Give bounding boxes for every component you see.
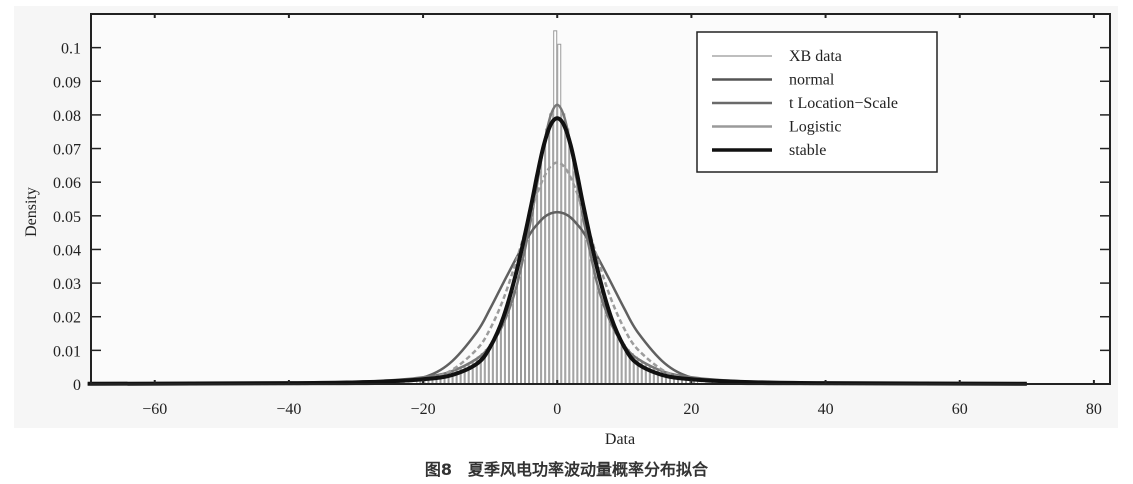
y-tick-label: 0.05	[53, 209, 81, 226]
legend-label: XB data	[789, 48, 842, 65]
histogram-bar	[537, 171, 542, 385]
legend-label: normal	[789, 72, 835, 89]
histogram-bar	[585, 239, 590, 385]
legend-label: stable	[789, 142, 826, 159]
fit-curves	[87, 103, 1027, 386]
y-tick-label: 0.09	[53, 74, 81, 91]
histogram-bar	[593, 276, 598, 385]
figure-caption: 图8 夏季风电功率波动量概率分布拟合	[424, 460, 709, 479]
y-tick-label: 0.03	[53, 276, 81, 293]
y-tick-label: 0.1	[61, 41, 81, 58]
histogram-bar	[557, 43, 562, 385]
legend-item: Logistic	[712, 119, 841, 136]
histogram-bar	[512, 291, 517, 385]
curve-t-location-scale	[87, 103, 1027, 386]
histogram-bar	[525, 239, 530, 385]
legend-label: Logistic	[789, 119, 841, 136]
y-tick-label: 0.07	[53, 142, 81, 159]
y-tick-label: 0.08	[53, 108, 81, 125]
legend-item: t Location−Scale	[712, 95, 898, 112]
curve-stable	[87, 116, 1027, 386]
x-tick-label: −60	[142, 401, 167, 418]
axes-frame	[90, 13, 1111, 385]
x-tick-label: −40	[276, 401, 301, 418]
histogram-bar	[521, 259, 526, 385]
histogram-bar	[561, 113, 566, 385]
histogram-bar	[597, 291, 602, 385]
x-tick-label: 20	[683, 401, 699, 418]
histogram-bar	[609, 323, 614, 385]
y-axis-label: Density	[23, 187, 40, 237]
histogram-bar	[573, 171, 578, 385]
x-axis-label: Data	[605, 431, 635, 448]
histogram-bar	[613, 332, 618, 385]
histogram-bar	[508, 304, 513, 385]
histogram-bar	[492, 338, 497, 385]
histogram-bar	[549, 113, 554, 385]
histogram-bar	[601, 304, 606, 385]
x-tick-label: −20	[411, 401, 436, 418]
histogram-bar	[516, 276, 522, 385]
legend: XB data normal t Location−Scale Logistic sta…	[696, 31, 938, 173]
legend-label: t Location−Scale	[789, 95, 898, 112]
histogram-bar	[500, 323, 505, 385]
histogram-bar	[496, 332, 501, 385]
x-tick-label: 40	[818, 401, 834, 418]
x-tick-label: 0	[553, 401, 561, 418]
histogram-bar	[529, 218, 534, 385]
histogram-bar	[553, 30, 558, 385]
histogram-bar	[581, 218, 586, 385]
y-tick-label: 0.02	[53, 310, 81, 327]
x-tick-label: 60	[952, 401, 968, 418]
y-tick-label: 0.04	[53, 242, 81, 259]
y-tick-label: 0	[73, 377, 81, 394]
y-tick-label: 0.01	[53, 343, 81, 360]
legend-item: XB data	[712, 48, 842, 65]
legend-item: stable	[712, 142, 826, 159]
histogram-bar	[617, 338, 622, 385]
legend-item: normal	[712, 72, 835, 89]
histogram-bar	[589, 259, 594, 385]
histogram-bar	[504, 314, 509, 385]
y-tick-label: 0.06	[53, 175, 81, 192]
axis-ticks: −60 −40 −20 0 20 40 60 80 0 0.01 0.02 0.03 0.04 0.05 0…	[53, 14, 1110, 418]
histogram-bar	[605, 314, 610, 385]
x-tick-label: 80	[1086, 401, 1102, 418]
histogram-bar	[565, 128, 570, 385]
